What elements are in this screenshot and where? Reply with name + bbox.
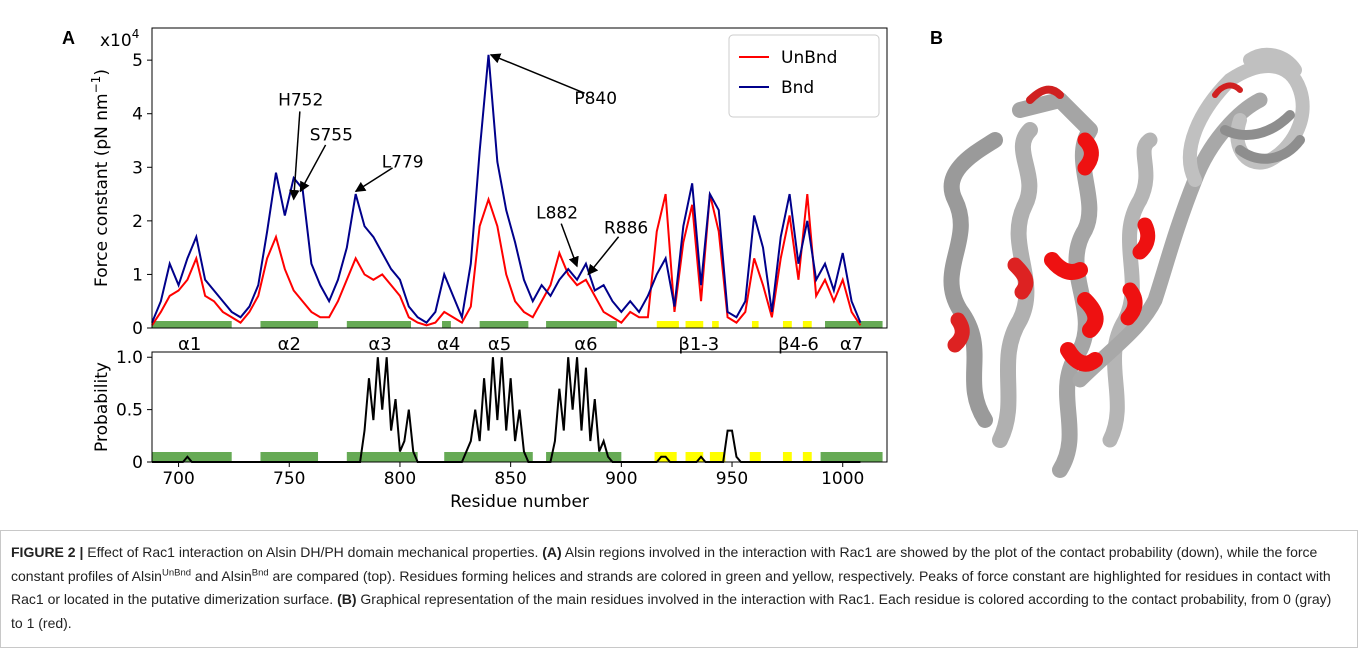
y-tick-label: 2 [132,212,143,232]
legend-label: UnBnd [781,48,837,68]
secondary-structure [479,321,529,328]
region-label: α2 [278,334,301,355]
secondary-structure [346,452,418,462]
annotation-arrow [299,144,327,193]
secondary-structure [152,452,232,462]
region-label: β4-6 [778,334,819,355]
annotation: L779 [382,152,424,172]
secondary-structure [709,452,726,462]
x-axis-label: Residue number [450,492,589,512]
y-tick-label: 1 [132,265,143,285]
caption-text: FIGURE 2 | [11,544,84,560]
y-tick-label: 0.5 [116,401,143,421]
series-line [151,193,862,327]
region-label: α4 [437,334,460,355]
annotation-arrow [289,111,301,201]
x-tick-label: 900 [605,469,637,489]
annotation: S755 [310,125,353,145]
panel-label: A [62,28,75,48]
secondary-structure [685,321,704,328]
y-tick-label: 1.0 [116,348,143,368]
y-axis-label: Force constant (pN nm−1) [89,69,112,287]
caption-text: (A) [542,544,562,560]
caption-text: are compared (top). Residues forming hel… [11,567,1331,608]
region-label: β1-3 [678,334,719,355]
secondary-structure [712,321,719,328]
y-tick-label: 4 [132,105,143,125]
secondary-structure [346,321,412,328]
secondary-structure [820,452,883,462]
annotation: P840 [574,89,617,109]
secondary-structure [751,321,759,328]
annotation-arrow [560,223,579,268]
annotation-arrow [587,236,620,276]
secondary-structure [802,452,812,462]
y-axis-label-part: ) [92,69,112,76]
x-tick-label: 800 [384,469,416,489]
x-tick-label: 1000 [821,469,864,489]
caption-text: Alsin regions involved in the interactio… [11,544,1318,584]
legend-label: Bnd [781,78,814,98]
secondary-structure [546,452,622,462]
region-label: α1 [178,334,201,355]
y-tick-label: 0 [132,453,143,473]
secondary-structure [782,321,792,328]
caption-text: Effect of Rac1 interaction on Alsin DH/P… [83,544,543,560]
axes-frame [151,351,888,463]
axis-multiplier-exp: 4 [132,27,140,41]
annotation: L882 [536,203,578,223]
y-axis-label-sup: −1 [89,76,103,94]
region-label: α5 [488,334,511,355]
secondary-structure [444,452,533,462]
secondary-structure [546,321,617,328]
axis-multiplier: x104 [100,27,139,51]
annotation: R886 [604,218,648,238]
figure-caption: FIGURE 2 | Effect of Rac1 interaction on… [0,530,1358,648]
annotation: H752 [278,90,323,110]
y-tick-label: 5 [132,51,143,71]
panel-label: B [930,28,943,48]
annotation-arrow [489,53,585,94]
series-line [151,54,862,324]
protein-structure [943,47,1310,478]
secondary-structure [749,452,761,462]
secondary-structure [442,321,451,328]
series-line [152,357,861,463]
caption-text: (B) [337,591,357,607]
annotation-arrow [354,167,393,193]
secondary-structure [685,452,704,462]
y-tick-label: 3 [132,158,143,178]
secondary-structure [782,452,792,462]
legend-box [728,34,880,118]
caption-text: and Alsin [191,567,252,584]
y-axis-label: Probability [92,362,112,452]
axes-frame [151,27,888,329]
region-label: α7 [840,334,863,355]
axis-multiplier-base: x10 [100,31,132,51]
y-tick-label: 0 [132,319,143,339]
caption-text: Graphical representation of the main res… [11,591,1332,631]
secondary-structure [825,321,883,328]
x-tick-label: 750 [273,469,305,489]
y-axis-label-part: Force constant (pN nm [92,93,112,287]
caption-text: Bnd [251,566,269,578]
x-tick-label: 850 [494,469,526,489]
secondary-structure [260,452,319,462]
secondary-structure [802,321,812,328]
secondary-structure [656,321,679,328]
region-label: α6 [574,334,597,355]
x-tick-label: 700 [162,469,194,489]
region-label: α3 [368,334,391,355]
secondary-structure [260,321,319,328]
caption-text: UnBnd [161,566,192,578]
x-tick-label: 950 [716,469,748,489]
secondary-structure [152,321,232,328]
